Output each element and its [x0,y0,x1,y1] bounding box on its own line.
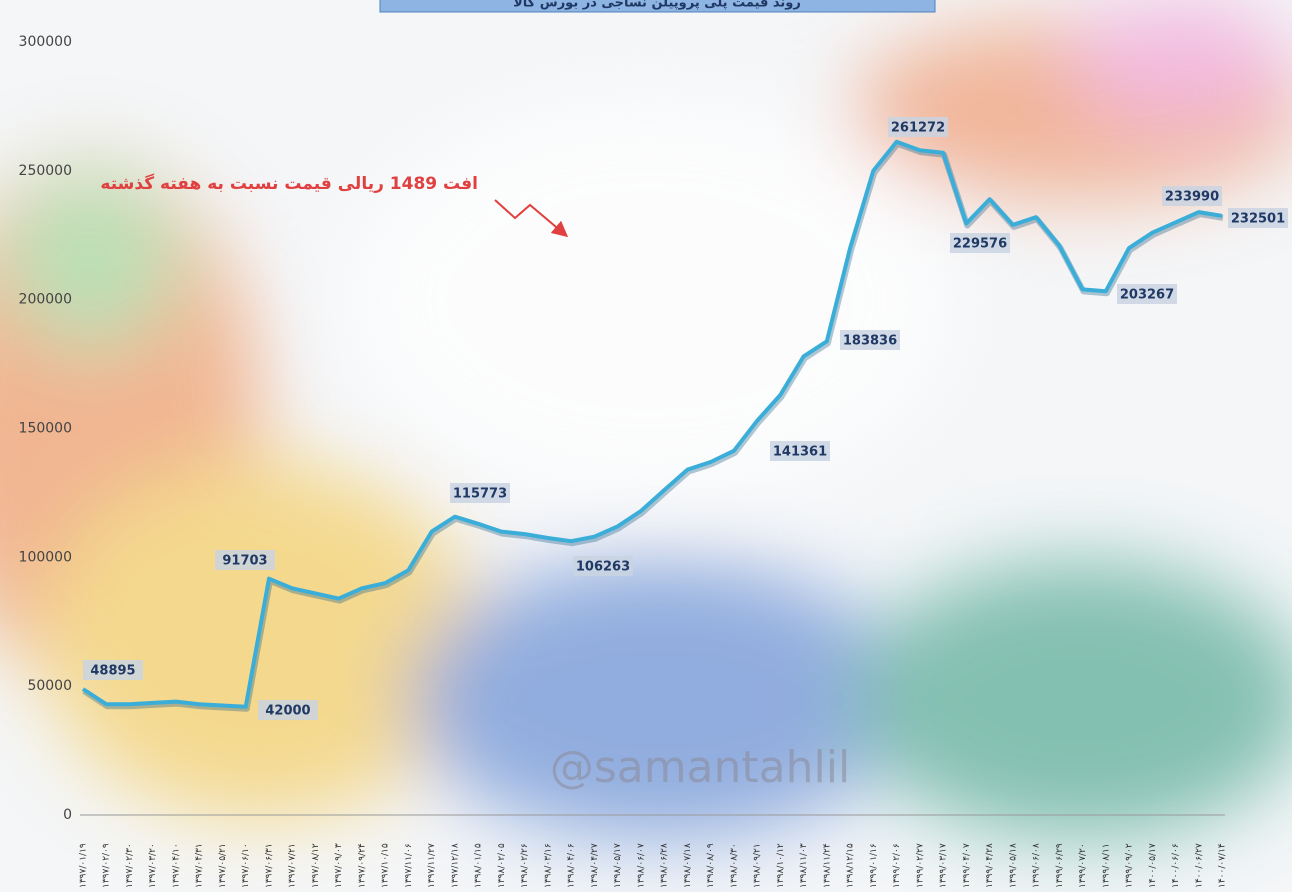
data-label: 48895 [90,664,135,679]
data-label-box [573,556,633,576]
data-label: 115773 [453,487,507,502]
x-tick-label: ۱۳۹۸/۰۴/۲۷ [590,843,600,888]
x-tick-label: ۱۳۹۸/۰۱/۱۵ [474,843,484,888]
x-tick-label: ۱۳۹۷/۰۷/۲۱ [288,843,298,888]
x-tick-label: ۱۳۹۷/۰۲/۰۹ [102,843,112,888]
watermark: @samantahlil [550,742,850,793]
data-label-box [450,483,510,503]
x-tick-label: ۱۳۹۸/۰۵/۱۷ [613,843,623,888]
x-tick-label: ۱۴۰۰/۰۶/۲۷ [1194,843,1204,888]
data-label-box [1117,284,1177,304]
title-box [379,0,936,13]
x-tick-label: ۱۳۹۷/۱۰/۱۵ [381,843,391,888]
data-label: 91703 [222,554,267,569]
data-label-box [258,700,318,720]
x-tick-label: ۱۳۹۸/۱۲/۱۵ [846,843,856,888]
x-tick-label: ۱۳۹۸/۰۳/۱۶ [543,843,553,888]
x-tick-label: ۱۳۹۹/۰۲/۲۷ [915,843,925,888]
x-tick-label: ۱۳۹۸/۰۲/۰۵ [497,843,507,888]
background [0,0,1292,840]
data-label-box [840,330,900,350]
x-tick-label: ۱۳۹۸/۰۴/۰۶ [567,843,577,888]
data-label: 106263 [576,560,630,575]
plot: 0 50000 100000 150000 200000 250000 300000 ۱۳۹۷… [19,34,1288,888]
x-tick-label: ۱۳۹۷/۱۲/۱۸ [450,843,460,888]
x-tick-label: ۱۳۹۷/۱۱/۲۷ [427,843,437,888]
annotation-arrow [494,199,569,238]
x-tick-label: ۱۳۹۷/۰۶/۱۰ [241,843,251,888]
x-tick-label: ۱۳۹۸/۰۷/۱۸ [683,843,693,888]
x-tick-label: ۱۳۹۹/۰۶/۰۸ [1032,843,1042,888]
x-tick-label: ۱۴۰۰/۰۵/۱۷ [1148,843,1158,888]
data-label-box [888,117,948,137]
data-label: 141361 [773,445,827,460]
x-tick-label: ۱۳۹۸/۱۱/۲۴ [822,843,832,888]
x-tick-label: ۱۳۹۹/۰۱/۱۶ [869,843,879,888]
x-tick-label: ۱۳۹۸/۰۶/۲۸ [660,843,670,888]
x-tick-label: ۱۳۹۷/۰۳/۲۰ [148,843,158,888]
x-tick-label: ۱۳۹۷/۰۹/۰۳ [334,843,344,888]
x-tick-label: ۱۳۹۹/۰۴/۰۷ [962,843,972,888]
x-tick-label: ۱۳۹۸/۰۸/۰۹ [706,843,716,888]
x-tick-label: ۱۳۹۸/۱۱/۰۳ [799,843,809,888]
x-tick-label: ۱۳۹۷/۰۴/۱۰ [171,843,181,888]
y-tick-label: 100000 [19,549,72,565]
data-label: 261272 [891,121,945,136]
data-label: 232501 [1231,212,1285,227]
x-tick-label: ۱۳۹۸/۰۶/۰۷ [636,843,646,888]
y-tick-label: 150000 [19,421,72,437]
x-tick-label: ۱۳۹۸/۰۹/۲۱ [753,843,763,888]
y-tick-label: 300000 [19,34,72,50]
line [81,139,1223,709]
x-tick-label: ۱۳۹۷/۱۱/۰۶ [404,843,414,888]
x-tick-label: ۱۳۹۹/۰۸/۱۱ [1101,843,1111,888]
x-tick-label: ۱۳۹۷/۰۲/۳۰ [125,843,135,888]
x-tick-label: ۱۳۹۷/۰۶/۳۱ [264,843,274,888]
x-tick-label: ۱۳۹۷/۰۵/۲۱ [218,843,228,888]
x-tick-label: ۱۳۹۹/۰۲/۰۶ [892,843,902,888]
data-label-box [950,233,1010,253]
y-tick-label: 250000 [19,163,72,179]
data-label: 42000 [265,704,310,719]
data-label-box [83,660,143,680]
x-tick-label: ۱۳۹۷/۰۹/۲۴ [357,843,367,888]
y-tick-label: 50000 [27,678,72,694]
x-tick-label: ۱۳۹۹/۰۶/۲۹ [1055,843,1065,888]
x-tick-label: ۱۳۹۹/۰۵/۱۸ [1008,843,1018,888]
x-tick-label: ۱۳۹۸/۱۰/۱۲ [776,843,786,888]
data-label: 203267 [1120,288,1174,303]
x-tick-label: ۱۳۹۷/۰۱/۱۹ [79,843,89,888]
x-tick-label: ۱۳۹۷/۰۸/۱۲ [311,843,321,888]
x-tick-label: ۱۳۹۷/۰۴/۳۱ [195,843,205,888]
x-tick-label: ۱۳۹۸/۰۲/۲۶ [520,843,530,888]
x-tick-label: ۱۴۰۰/۰۶/۰۶ [1171,843,1181,888]
data-label: 183836 [843,334,897,349]
x-tick-label: ۱۳۹۹/۰۹/۰۲ [1125,843,1135,888]
chart-title: روند قیمت پلی پروپیلن نساجی در بورس کالا [513,0,801,11]
data-label: 233990 [1165,190,1219,205]
annotation: افت 1489 ریالی قیمت نسبت به هفته گذشته [100,173,478,194]
y-tick-label: 0 [63,807,72,823]
y-tick-label: 200000 [19,292,72,308]
x-tick-label: ۱۳۹۸/۰۸/۳۰ [729,843,739,888]
x-tick-label: ۱۳۹۹/۰۳/۱۷ [939,843,949,888]
data-label-box [215,550,275,570]
data-label-box [1228,208,1288,228]
data-label-box [770,441,830,461]
x-tick-label: ۱۳۹۹/۰۷/۲۰ [1078,843,1088,888]
x-tick-label: ۱۴۰۰/۰۷/۱۴ [1218,843,1228,888]
data-label: 229576 [953,237,1007,252]
data-label-box [1162,186,1222,206]
x-tick-label: ۱۳۹۹/۰۴/۲۸ [985,843,995,888]
